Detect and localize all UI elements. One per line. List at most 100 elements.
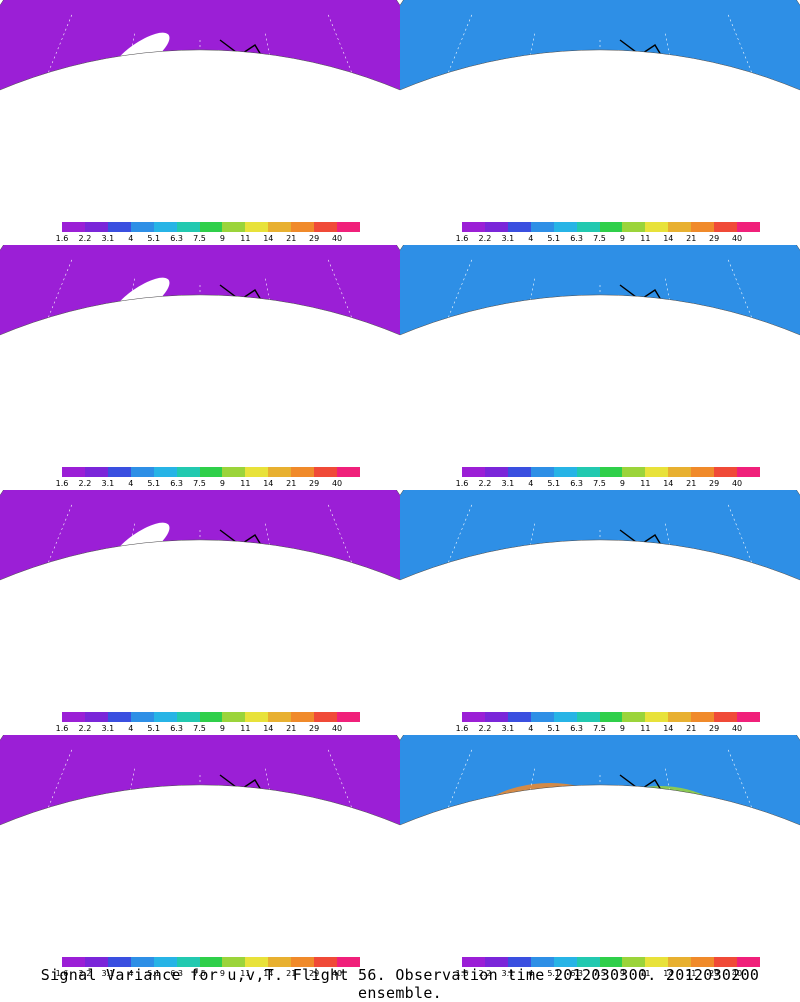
- variance-region: [167, 110, 233, 135]
- variance-region: [436, 331, 544, 380]
- variance-region: [107, 563, 193, 617]
- variance-region: [124, 84, 176, 116]
- colorbar-tick-label: 7.5: [193, 724, 206, 733]
- colorbar-segment: [153, 222, 177, 232]
- colorbar-segment: [553, 467, 577, 477]
- colorbar-tick-label: 6.3: [570, 479, 583, 488]
- colorbar-tick-label: 21: [286, 234, 297, 243]
- variance-region: [668, 853, 772, 870]
- colorbar-tick-label: 3.1: [501, 234, 515, 243]
- variance-region: [681, 126, 759, 135]
- meridian-line: [327, 259, 397, 380]
- colorbar-tick-label: 5.1: [147, 724, 161, 733]
- colorbar-tick-label: 29: [309, 969, 320, 978]
- colorbar-tick-label: 1.6: [455, 479, 469, 488]
- variance-region: [225, 563, 295, 607]
- colorbar-segment: [645, 712, 669, 722]
- colorbar-tick-label: 2.2: [78, 234, 92, 243]
- colorbar-tick-label: 2.2: [78, 724, 92, 733]
- map-base-fill: [400, 490, 800, 625]
- colorbar-tick-label: 3.1: [501, 479, 515, 488]
- colorbar-tick-label: 4: [128, 969, 134, 978]
- colorbar-segment: [691, 467, 715, 477]
- map-outline: [0, 245, 400, 336]
- meridian-line: [665, 768, 701, 870]
- meridian-line: [99, 33, 135, 135]
- colorbar-tick-label: 29: [709, 234, 720, 243]
- map-plot: [400, 735, 800, 870]
- colorbar-segment: [268, 467, 292, 477]
- colorbar-segment: [268, 712, 292, 722]
- colorbar-tick-label: 7.5: [593, 724, 606, 733]
- map-outline: [0, 735, 400, 826]
- meridian-line: [3, 259, 73, 380]
- colorbar-segment: [576, 467, 600, 477]
- forecast-panel: 2012030300 + 84h1.62.23.145.16.37.591114…: [400, 735, 800, 980]
- colorbar-tick-label: 5.1: [147, 234, 161, 243]
- coastline: [39, 67, 381, 135]
- forecast-panel: 2012030300 + 36h1.62.23.145.16.37.591114…: [0, 735, 400, 980]
- colorbar-tick-label: 29: [709, 969, 720, 978]
- meridian-line: [327, 504, 397, 625]
- colorbar-segment: [84, 957, 108, 967]
- colorbar-segment: [153, 467, 177, 477]
- colorbar-tick-label: 21: [686, 479, 697, 488]
- colorbar-tick-label: 1.6: [455, 234, 469, 243]
- colorbar-segment: [622, 957, 646, 967]
- variance-region: [430, 573, 550, 625]
- colorbar-tick-label: 4: [128, 234, 134, 243]
- colorbar-labels: 1.6 2.2 3.1 4 5.1 6.3 7.5 9 11 14 21 29 40: [456, 969, 760, 979]
- colorbar-segment: [668, 467, 692, 477]
- colorbar-tick-label: 4: [528, 234, 534, 243]
- colorbar-tick-label: 9: [219, 479, 225, 488]
- colorbar-segment: [268, 222, 292, 232]
- variance-region: [240, 83, 280, 107]
- forecast-panel: 2012030300 + 24h1.62.23.145.16.37.591114…: [0, 490, 400, 735]
- colorbar-tick-label: 14: [263, 969, 274, 978]
- colorbar-tick-label: 21: [286, 969, 297, 978]
- no-data-region: [42, 572, 118, 625]
- no-data-region: [281, 308, 319, 342]
- colorbar-segment: [199, 957, 223, 967]
- colorbar-segment: [130, 222, 154, 232]
- variance-region: [473, 543, 627, 625]
- colorbar-tick-label: 2.2: [478, 479, 492, 488]
- variance-region: [115, 323, 185, 367]
- map-plot: [0, 0, 400, 135]
- colorbar-tick-label: 14: [663, 234, 674, 243]
- colorbar: [462, 712, 760, 722]
- colorbar-tick-label: 5.1: [147, 969, 161, 978]
- meridian-line: [265, 278, 301, 380]
- colorbar-tick-label: 3.1: [101, 724, 115, 733]
- colorbar-segment: [484, 467, 508, 477]
- meridian-line: [3, 504, 73, 625]
- colorbar-segment: [337, 957, 360, 967]
- colorbar-segment: [107, 957, 131, 967]
- colorbar-segment: [622, 467, 646, 477]
- map-base-fill: [0, 0, 400, 135]
- colorbar-segment: [268, 957, 292, 967]
- meridian-line: [99, 278, 135, 380]
- colorbar-tick-label: 7.5: [593, 479, 606, 488]
- meridian-line: [99, 768, 135, 870]
- no-data-region: [281, 553, 319, 587]
- colorbar-segment: [62, 957, 85, 967]
- colorbar-tick-label: 9: [219, 969, 225, 978]
- colorbar: [62, 222, 360, 232]
- map-base-fill: [400, 245, 800, 380]
- colorbar-segment: [222, 222, 246, 232]
- map-base-fill: [0, 490, 400, 625]
- colorbar-segment: [314, 222, 338, 232]
- colorbar-segment: [199, 222, 223, 232]
- colorbar-segment: [714, 222, 738, 232]
- colorbar-tick-label: 29: [309, 724, 320, 733]
- colorbar-segment: [576, 957, 600, 967]
- colorbar-tick-label: 9: [619, 479, 625, 488]
- variance-region: [516, 323, 684, 380]
- colorbar-segment: [245, 467, 269, 477]
- colorbar-tick-label: 29: [709, 479, 720, 488]
- colorbar-segment: [714, 467, 738, 477]
- map-plot: [400, 490, 800, 625]
- meridian-line: [403, 259, 473, 380]
- meridian-line: [99, 523, 135, 625]
